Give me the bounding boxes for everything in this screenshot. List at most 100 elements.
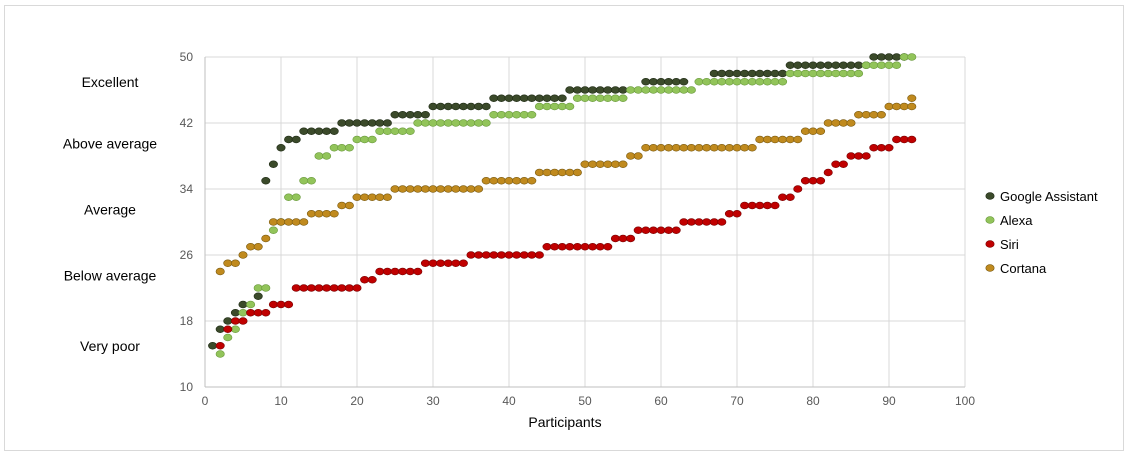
data-point	[832, 120, 840, 127]
data-point	[474, 103, 482, 110]
data-point	[596, 87, 604, 94]
data-point	[368, 136, 376, 143]
data-point	[581, 243, 589, 250]
data-point	[429, 103, 437, 110]
data-point	[573, 95, 581, 102]
data-point	[725, 144, 733, 151]
data-point	[520, 177, 528, 184]
data-point	[474, 120, 482, 127]
data-point	[512, 111, 520, 118]
data-point	[406, 111, 414, 118]
data-point	[847, 120, 855, 127]
data-point	[452, 260, 460, 267]
data-point	[368, 194, 376, 201]
data-point	[824, 120, 832, 127]
data-point	[854, 70, 862, 77]
data-point	[824, 70, 832, 77]
data-point	[490, 111, 498, 118]
data-point	[725, 78, 733, 85]
data-point	[490, 177, 498, 184]
data-point	[877, 111, 885, 118]
data-point	[490, 252, 498, 259]
legend-label: Siri	[1000, 237, 1019, 252]
series-google-assistant	[208, 54, 908, 350]
data-point	[748, 78, 756, 85]
data-point	[604, 243, 612, 250]
x-tick-80: 80	[806, 394, 820, 408]
data-point	[786, 136, 794, 143]
data-point	[649, 87, 657, 94]
data-point	[885, 54, 893, 61]
data-point	[345, 120, 353, 127]
data-point	[771, 202, 779, 209]
data-point	[482, 177, 490, 184]
data-point	[330, 285, 338, 292]
data-point	[558, 169, 566, 176]
data-point	[588, 87, 596, 94]
legend-marker	[986, 217, 994, 224]
data-point	[292, 194, 300, 201]
data-point	[322, 210, 330, 217]
data-point	[353, 194, 361, 201]
data-point	[497, 95, 505, 102]
data-point	[315, 210, 323, 217]
data-point	[550, 103, 558, 110]
data-point	[672, 78, 680, 85]
data-point	[535, 103, 543, 110]
data-point	[353, 120, 361, 127]
data-point	[436, 103, 444, 110]
data-point	[740, 70, 748, 77]
data-point	[436, 186, 444, 193]
data-point	[292, 285, 300, 292]
data-point	[383, 268, 391, 275]
data-point	[307, 210, 315, 217]
data-point	[710, 78, 718, 85]
data-point	[611, 235, 619, 242]
data-point	[839, 161, 847, 168]
data-point	[421, 186, 429, 193]
data-point	[566, 243, 574, 250]
data-point	[490, 95, 498, 102]
data-point	[360, 120, 368, 127]
data-point	[459, 186, 467, 193]
category-label: Below average	[64, 268, 157, 284]
y-tick-26: 26	[180, 248, 194, 262]
data-point	[224, 318, 232, 325]
data-point	[801, 70, 809, 77]
x-tick-0: 0	[202, 394, 209, 408]
data-point	[452, 120, 460, 127]
data-point	[414, 120, 422, 127]
data-point	[657, 227, 665, 234]
data-point	[604, 87, 612, 94]
data-point	[398, 186, 406, 193]
data-point	[900, 54, 908, 61]
data-point	[543, 95, 551, 102]
data-point	[566, 169, 574, 176]
data-point	[649, 227, 657, 234]
data-point	[467, 120, 475, 127]
data-point	[664, 227, 672, 234]
data-point	[725, 210, 733, 217]
data-point	[634, 87, 642, 94]
legend: Google Assistant Alexa Siri Cortana	[986, 189, 1098, 276]
data-point	[626, 235, 634, 242]
data-point	[687, 87, 695, 94]
data-point	[566, 87, 574, 94]
data-point	[414, 111, 422, 118]
data-point	[619, 161, 627, 168]
data-point	[702, 219, 710, 226]
data-point	[854, 111, 862, 118]
data-points	[208, 54, 916, 358]
data-point	[421, 260, 429, 267]
data-point	[360, 276, 368, 283]
data-point	[680, 78, 688, 85]
data-point	[558, 103, 566, 110]
data-point	[763, 70, 771, 77]
data-point	[786, 62, 794, 69]
data-point	[870, 62, 878, 69]
y-tick-labels: 101826344250	[180, 50, 194, 394]
data-point	[262, 235, 270, 242]
data-point	[353, 285, 361, 292]
data-point	[467, 252, 475, 259]
data-point	[550, 169, 558, 176]
